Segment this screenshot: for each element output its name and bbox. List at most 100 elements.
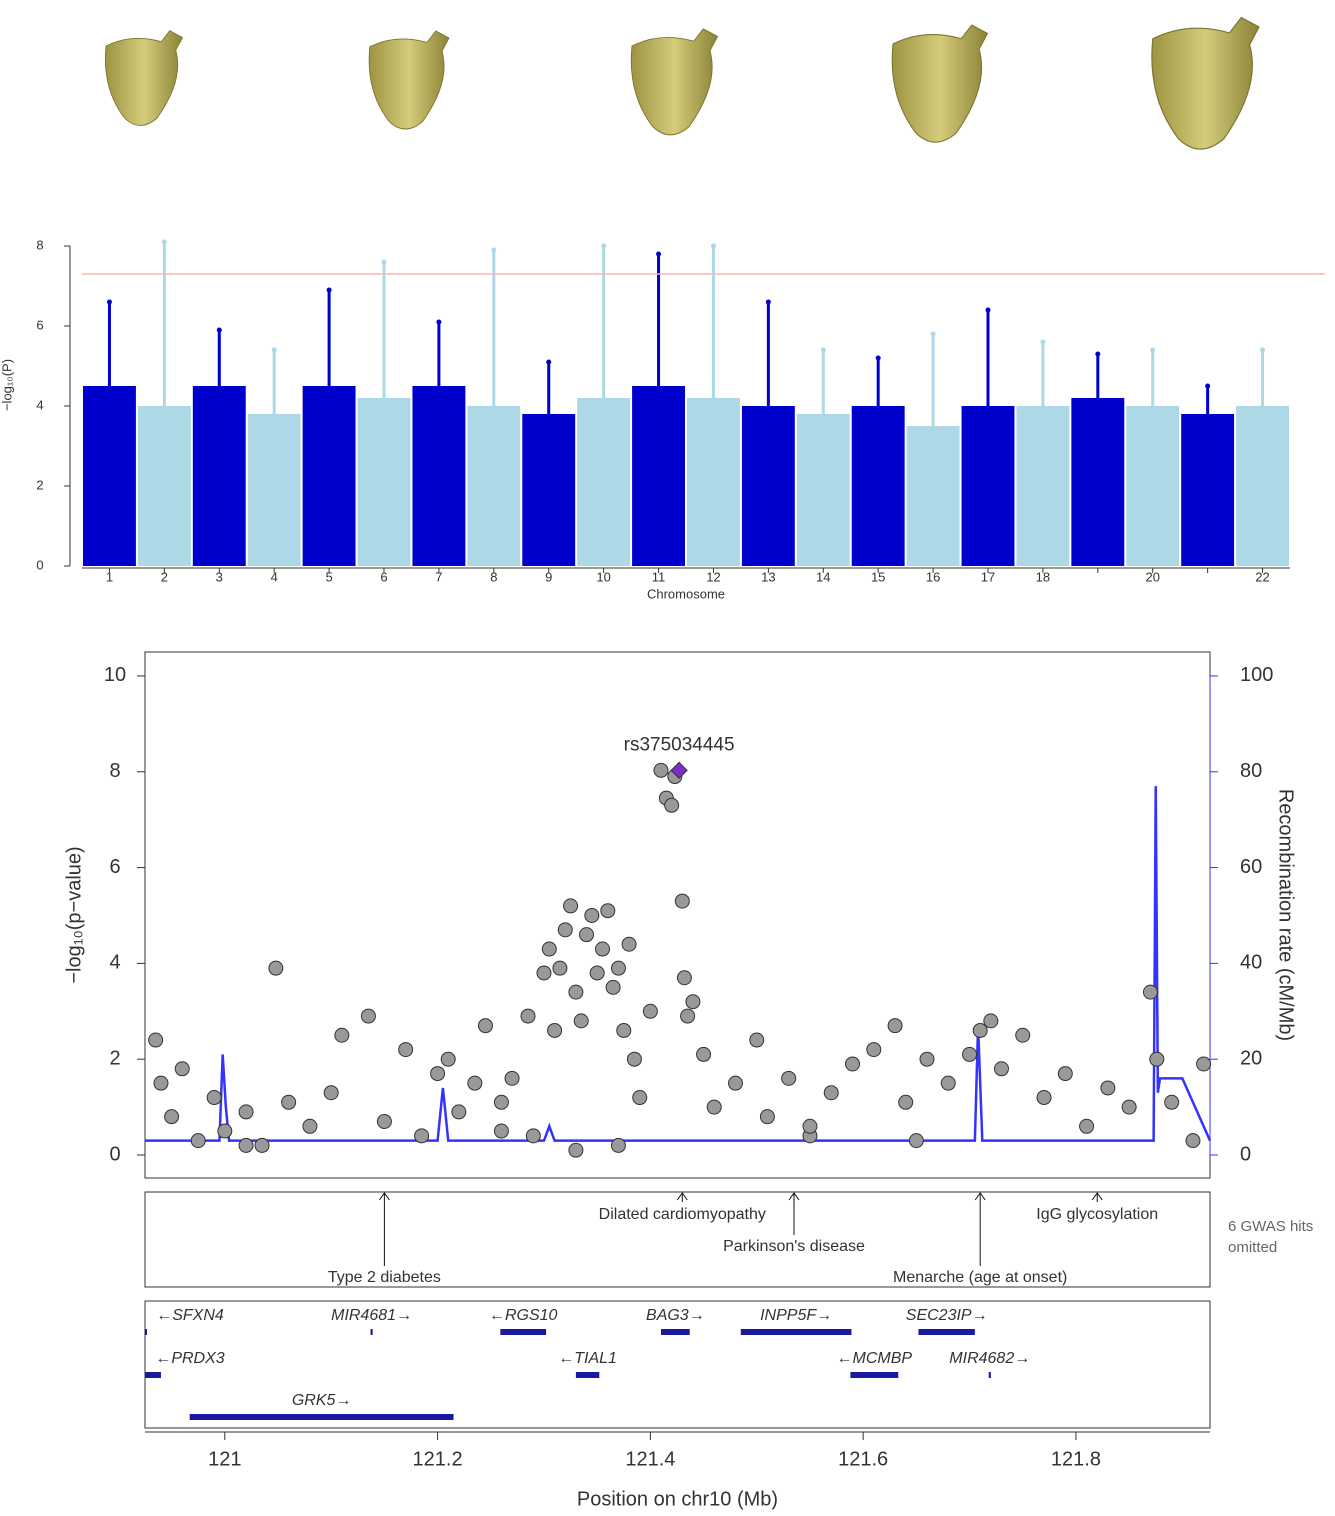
snp-point [1100,1080,1116,1096]
peak-point [161,239,167,245]
y-tick-label: 6 [109,856,120,878]
snp-point [552,960,568,976]
snp-point [845,1056,861,1072]
snp-point [727,1075,743,1091]
snp-column [1126,406,1180,566]
x-tick-label: 1 [106,569,113,584]
gene-label: ←SFXN4 [156,1307,224,1324]
gene [189,1414,454,1420]
peak-point [820,347,826,353]
snp-point [1015,1027,1031,1043]
snp-column [412,386,466,566]
x-tick-label: 121.6 [838,1448,888,1470]
gwas-arrowhead [788,1192,800,1201]
gwas-label: Menarche (age at onset) [893,1269,1067,1286]
x-tick-label: 7 [435,569,442,584]
x-tick-label: 15 [871,569,885,584]
snp-point [866,1042,882,1058]
snp-point [1149,1051,1165,1067]
y-tick-label: 8 [109,760,120,782]
snp-column [247,414,301,566]
gwas-arrowhead [974,1192,986,1201]
x-tick-label: 12 [706,569,720,584]
gene-label: ←TIAL1 [558,1350,617,1367]
peak-point [930,331,936,337]
snp-point [610,960,626,976]
snp-point [676,970,692,986]
snp-point [589,965,605,981]
x-tick-label: 13 [761,569,775,584]
y2-tick-label: 40 [1240,952,1262,974]
x-tick-label: 9 [545,569,552,584]
snp-column [83,386,136,566]
gwas-note: 6 GWAS hits omitted [1228,1218,1314,1256]
snp-column [1016,406,1070,566]
gwas-label: IgG glycosylation [1036,1206,1158,1223]
snp-point [887,1018,903,1034]
gwas-label: Dilated cardiomyopathy [599,1206,766,1223]
snp-point [759,1109,775,1125]
snp-column [906,426,960,566]
y-tick-label: 2 [109,1047,120,1069]
x-tick-label: 6 [380,569,387,584]
snp-point [1121,1099,1137,1115]
gene-label: GRK5→ [292,1392,352,1409]
snp-point [414,1128,430,1144]
snp-point [621,936,637,952]
snp-point [632,1090,648,1106]
snp-point [238,1137,254,1153]
snp-column [961,406,1015,566]
x-tick-label: 20 [1145,569,1159,584]
snp-point [493,1123,509,1139]
gwas-label: Parkinson's disease [723,1238,865,1255]
snp-point [557,922,573,938]
peak-point [601,243,607,249]
snp-point [594,941,610,957]
snp-column [192,386,246,566]
y-tick-label: 0 [36,557,43,572]
snp-point [781,1070,797,1086]
snp-point [281,1094,297,1110]
snp-point [360,1008,376,1024]
snp-point [908,1133,924,1149]
snp-point [685,994,701,1010]
peak-point [1150,347,1156,353]
snp-column [577,398,631,566]
snp-column [1071,398,1125,566]
snp-point [467,1075,483,1091]
gene [500,1329,547,1335]
snp-column [687,398,740,566]
x-tick-label: 4 [271,569,278,584]
peak-point [765,299,771,305]
snp-point [993,1061,1009,1077]
gene-frame [144,1300,1211,1429]
y-tick-label: 2 [36,477,43,492]
snp-point [520,1008,536,1024]
y-tick-label: 4 [36,397,43,412]
gene-label: MIR4682→ [949,1350,1030,1367]
snp-point [664,797,680,813]
snp-point [547,1022,563,1038]
gene-label: ←RGS10 [489,1307,558,1324]
snp-point [600,903,616,919]
gene [918,1329,975,1335]
snp-point [653,762,669,778]
snp-point [626,1051,642,1067]
peak-point [710,243,716,249]
x-tick-label: 2 [161,569,168,584]
y2-axis-label: Recombination rate (cM/Mb) [1275,789,1297,1041]
gene [850,1372,899,1378]
peak-point [546,359,552,365]
snp-point [1057,1066,1073,1082]
snp-point [493,1094,509,1110]
snp-point [568,984,584,1000]
snp-point [323,1085,339,1101]
snp-point [504,1070,520,1086]
lead-snp-label: rs375034445 [624,734,735,755]
peak-point [491,247,497,253]
x-tick-label: 3 [216,569,223,584]
x-tick-label: 5 [325,569,332,584]
snp-point [430,1066,446,1082]
y-tick-label: 6 [36,317,43,332]
